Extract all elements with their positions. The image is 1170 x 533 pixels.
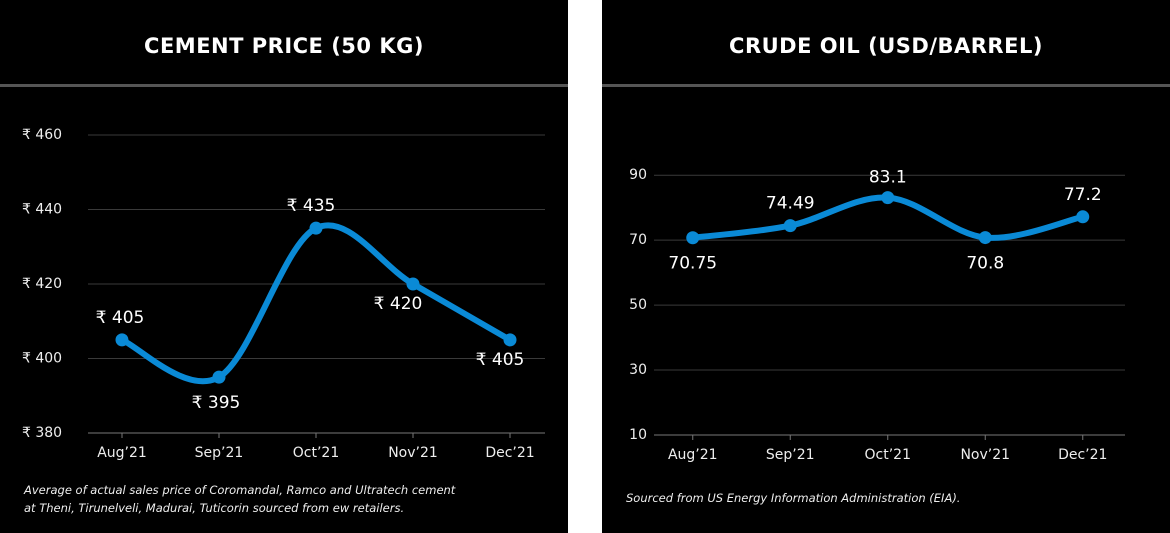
note: Average of actual sales price of Coroman… — [23, 483, 456, 497]
data-label: 77.2 — [1064, 185, 1102, 205]
point — [115, 333, 129, 347]
x-tick-label: Sep’21 — [766, 447, 815, 463]
x-tick-label: Oct’21 — [865, 447, 911, 463]
data-label: ₹ 420 — [374, 294, 423, 314]
point — [406, 277, 420, 291]
x-tick-label: Sep’21 — [195, 445, 244, 461]
y-tick-label: ₹ 460 — [22, 127, 62, 143]
divider — [602, 84, 1170, 87]
point — [1076, 210, 1090, 224]
data-label: 70.8 — [966, 254, 1004, 274]
y-tick-label: 30 — [629, 362, 647, 378]
panel — [602, 0, 1170, 533]
data-label: ₹ 435 — [287, 196, 336, 216]
point — [212, 370, 226, 384]
data-label: 74.49 — [766, 194, 815, 214]
y-tick-label: ₹ 420 — [22, 276, 62, 292]
y-tick-label: 70 — [629, 232, 647, 248]
point — [978, 231, 992, 245]
y-tick-label: ₹ 440 — [22, 202, 62, 218]
y-tick-label: 90 — [629, 167, 647, 183]
y-tick-label: ₹ 400 — [22, 351, 62, 367]
x-tick-label: Nov’21 — [388, 445, 438, 461]
note: at Theni, Tirunelveli, Madurai, Tuticori… — [24, 501, 404, 515]
data-label: ₹ 405 — [96, 308, 145, 328]
x-tick-label: Dec’21 — [1058, 447, 1107, 463]
data-label: ₹ 405 — [476, 350, 525, 370]
divider — [0, 84, 568, 87]
chart-title: CEMENT PRICE (50 KG) — [144, 34, 424, 58]
data-label: 83.1 — [869, 168, 907, 188]
point — [783, 219, 797, 233]
point — [309, 221, 323, 235]
data-label: ₹ 395 — [192, 393, 241, 413]
x-tick-label: Oct’21 — [293, 445, 339, 461]
y-tick-label: ₹ 380 — [22, 425, 62, 441]
y-tick-label: 10 — [629, 427, 647, 443]
point — [881, 191, 895, 205]
point — [503, 333, 517, 347]
x-tick-label: Dec’21 — [485, 445, 534, 461]
x-tick-label: Aug’21 — [97, 445, 147, 461]
chart-title: CRUDE OIL (USD/BARREL) — [729, 34, 1043, 58]
x-tick-label: Aug’21 — [668, 447, 718, 463]
point — [686, 231, 700, 245]
note: Sourced from US Energy Information Admin… — [626, 491, 960, 505]
x-tick-label: Nov’21 — [960, 447, 1010, 463]
y-tick-label: 50 — [629, 297, 647, 313]
data-label: 70.75 — [668, 254, 717, 274]
